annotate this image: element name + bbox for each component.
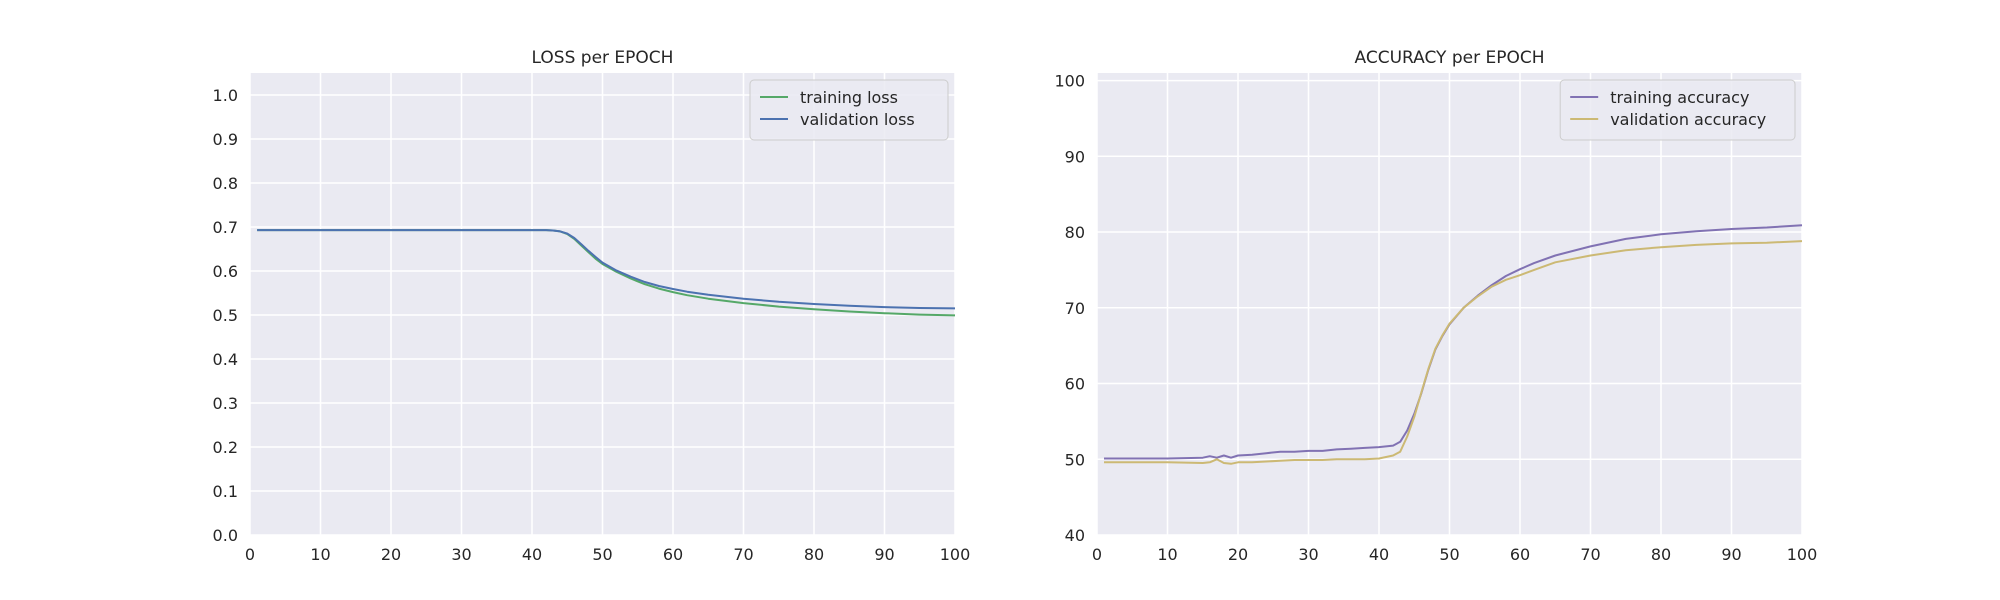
loss-y-tick-label: 1.0 (213, 86, 238, 105)
accuracy-x-tick-label: 0 (1092, 545, 1102, 564)
loss-legend-box (749, 79, 949, 141)
accuracy-chart: 0 10 20 30 40 50 60 70 80 90 100 40 50 60 70 80 90 100 ACC… (1054, 48, 1817, 564)
accuracy-x-tick-label: 50 (1439, 545, 1459, 564)
accuracy-y-tick-label: 40 (1065, 526, 1085, 545)
loss-y-tick-label: 0.5 (213, 306, 238, 325)
loss-x-tick-label: 50 (592, 545, 612, 564)
accuracy-x-tick-label: 70 (1580, 545, 1600, 564)
accuracy-y-tick-label: 60 (1065, 375, 1085, 394)
loss-y-tick-label: 0.3 (213, 394, 238, 413)
accuracy-x-tick-label: 10 (1157, 545, 1177, 564)
accuracy-y-tick-label: 100 (1054, 72, 1085, 91)
loss-legend-label: validation loss (800, 110, 915, 129)
accuracy-x-tick-label: 90 (1721, 545, 1741, 564)
accuracy-legend: training accuracy validation accuracy (1559, 79, 1796, 141)
accuracy-x-tick-label: 60 (1510, 545, 1530, 564)
loss-x-tick-label: 100 (940, 545, 971, 564)
loss-x-tick-label: 40 (522, 545, 542, 564)
loss-x-tick-label: 30 (451, 545, 471, 564)
loss-x-tick-label: 60 (663, 545, 683, 564)
accuracy-legend-label: validation accuracy (1610, 110, 1766, 129)
accuracy-y-tick-label: 80 (1065, 223, 1085, 242)
accuracy-x-tick-label: 100 (1787, 545, 1818, 564)
loss-x-tick-label: 20 (381, 545, 401, 564)
loss-y-tick-label: 0.2 (213, 438, 238, 457)
loss-chart-title: LOSS per EPOCH (532, 48, 674, 68)
loss-y-tick-label: 0.8 (213, 174, 238, 193)
accuracy-series-line-2 (1104, 240, 1803, 465)
accuracy-y-tick-label: 90 (1065, 147, 1085, 166)
accuracy-chart-title: ACCURACY per EPOCH (1355, 48, 1545, 68)
loss-y-tick-label: 0.0 (213, 526, 238, 545)
loss-legend: training loss validation loss (749, 79, 949, 141)
loss-chart: 0 10 20 30 40 50 60 70 80 90 100 0.0 0.1 0.2 0.3 0.4 0.5… (213, 48, 971, 564)
loss-y-tick-label: 0.1 (213, 482, 238, 501)
accuracy-y-tick-label: 70 (1065, 299, 1085, 318)
accuracy-legend-box (1559, 79, 1796, 141)
loss-x-tick-label: 80 (804, 545, 824, 564)
accuracy-x-tick-label: 20 (1228, 545, 1248, 564)
accuracy-x-tick-label: 80 (1651, 545, 1671, 564)
loss-x-tick-label: 90 (874, 545, 894, 564)
loss-legend-label: training loss (800, 88, 898, 107)
loss-x-tick-label: 0 (245, 545, 255, 564)
loss-y-tick-label: 0.9 (213, 130, 238, 149)
loss-x-tick-label: 10 (310, 545, 330, 564)
loss-y-tick-label: 0.4 (213, 350, 238, 369)
accuracy-x-tick-label: 30 (1298, 545, 1318, 564)
loss-series-line-2 (257, 229, 956, 310)
loss-x-tick-label: 70 (733, 545, 753, 564)
accuracy-legend-label: training accuracy (1610, 88, 1749, 107)
accuracy-series-line-1 (1104, 224, 1803, 460)
loss-y-tick-label: 0.7 (213, 218, 238, 237)
accuracy-x-tick-label: 40 (1369, 545, 1389, 564)
accuracy-y-tick-label: 50 (1065, 450, 1085, 469)
loss-y-tick-label: 0.6 (213, 262, 238, 281)
